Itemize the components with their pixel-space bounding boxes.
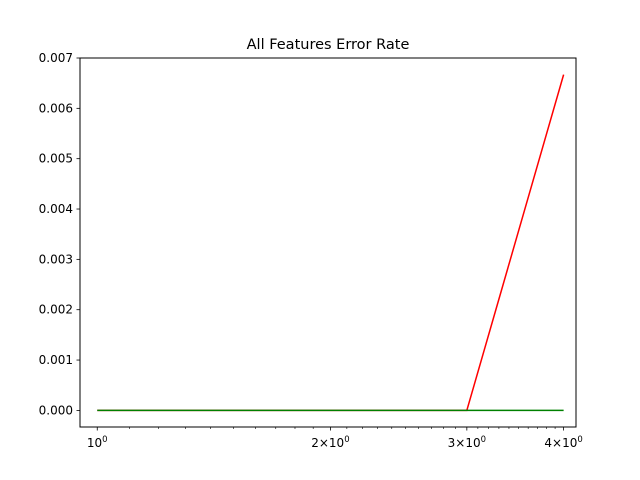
y-tick-label: 0.000 [39, 403, 73, 417]
y-tick-label: 0.007 [39, 51, 73, 65]
x-tick-label-base: 10 [87, 436, 102, 450]
axes-layer: 0.000 0.001 0.002 0.003 0.004 0.005 0.006 0.007… [39, 51, 583, 450]
y-tick-label: 0.003 [39, 252, 73, 266]
x-tick-label: 4×100 [544, 435, 582, 450]
x-tick-label: 2×100 [311, 435, 349, 450]
x-tick-label-exponent: 0 [577, 435, 582, 445]
series-layer [97, 74, 565, 412]
y-tick-label: 0.001 [39, 353, 73, 367]
y-tick-label: 0.002 [39, 303, 73, 317]
plot-frame [79, 57, 577, 428]
series-line-1 [97, 74, 565, 412]
chart-title: All Features Error Rate [247, 37, 410, 53]
x-tick-label-exponent: 0 [481, 435, 486, 445]
x-tick-label: 100 [87, 435, 108, 450]
y-tick-label: 0.004 [39, 202, 73, 216]
x-tick-label-exponent: 0 [102, 435, 107, 445]
x-tick-label: 3×100 [448, 435, 486, 450]
x-tick-label-base: 2×10 [311, 436, 344, 450]
x-tick-label-exponent: 0 [344, 435, 349, 445]
y-tick-label: 0.006 [39, 101, 73, 115]
x-tick-label-base: 4×10 [544, 436, 577, 450]
x-tick-label-base: 3×10 [448, 436, 481, 450]
y-tick-label: 0.005 [39, 152, 73, 166]
